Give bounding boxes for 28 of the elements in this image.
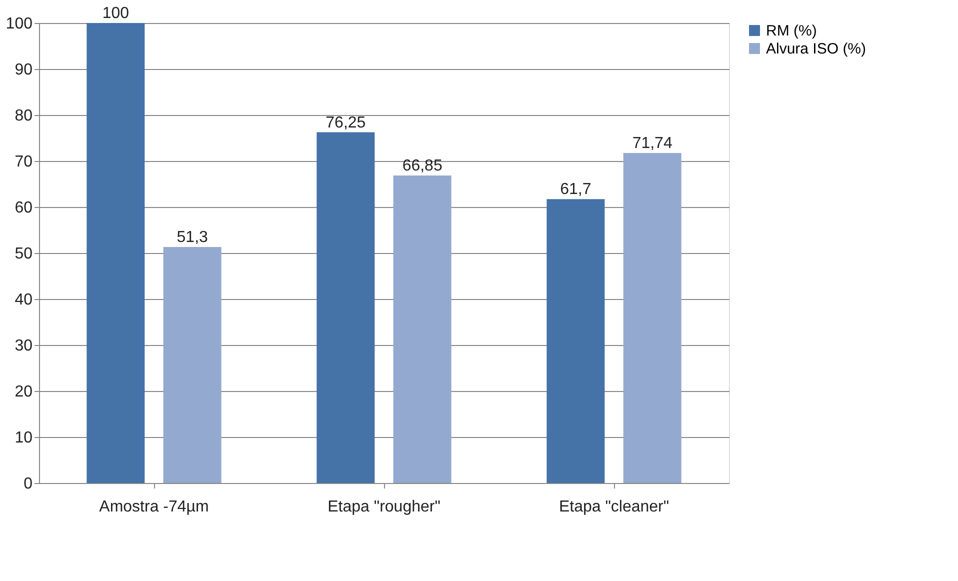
x-tick-label: Etapa "cleaner" xyxy=(558,498,670,516)
data-label: 100 xyxy=(102,5,130,22)
data-label: 71,74 xyxy=(632,134,672,152)
x-tick-label: Etapa "rougher" xyxy=(328,498,440,516)
data-label: 66,85 xyxy=(402,157,442,174)
data-label: 76,25 xyxy=(326,114,366,132)
y-tick-label: 40 xyxy=(14,292,33,308)
y-tick-label: 80 xyxy=(14,108,33,124)
y-tick-label: 20 xyxy=(14,384,33,400)
y-tick-label: 100 xyxy=(6,16,33,32)
y-tick-label: 90 xyxy=(14,62,33,78)
bar xyxy=(623,152,682,483)
legend-label: Alvura ISO (%) xyxy=(766,40,866,58)
x-tick-label: Amostra -74µm xyxy=(99,498,209,516)
bar xyxy=(163,247,222,483)
y-tick-label: 50 xyxy=(14,246,33,262)
y-tick-label: 60 xyxy=(14,200,33,216)
bar xyxy=(316,132,375,483)
data-label: 61,7 xyxy=(560,181,592,198)
legend-label: RM (%) xyxy=(766,22,817,40)
y-tick-label: 0 xyxy=(24,476,33,492)
data-label: 51,3 xyxy=(176,229,208,246)
bar xyxy=(393,175,452,483)
y-tick-label: 70 xyxy=(14,154,33,170)
y-tick-label: 30 xyxy=(14,338,33,354)
bar xyxy=(546,199,605,483)
y-tick-label: 10 xyxy=(14,430,33,446)
bar xyxy=(86,23,145,483)
